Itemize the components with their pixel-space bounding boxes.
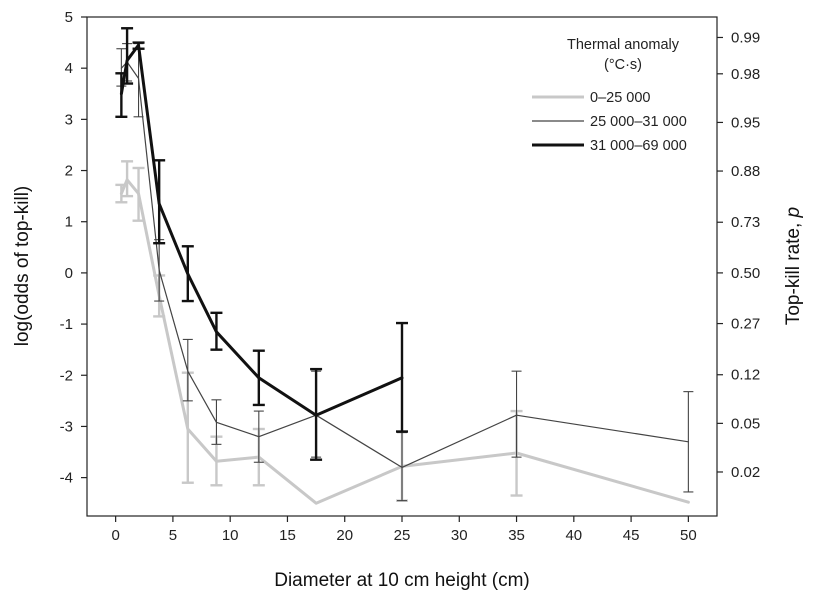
y-tick-label: 5 <box>65 9 73 26</box>
y2-tick-label: 0.05 <box>731 415 760 432</box>
error-bar <box>511 370 522 458</box>
legend: Thermal anomaly (°C·s) 0–25 000 25 000–31… <box>532 37 687 154</box>
x-tick-label: 0 <box>111 527 119 544</box>
y-tick-label: -3 <box>60 418 73 435</box>
series-layer <box>115 27 694 505</box>
x-tick-label: 5 <box>169 527 177 544</box>
y2-tick-label: 0.12 <box>731 367 760 384</box>
y-tick-label: 2 <box>65 163 73 180</box>
y-tick-label: 4 <box>65 60 73 77</box>
y2-tick-label: 0.98 <box>731 66 760 83</box>
y2-axis-title-prefix: Top-kill rate, <box>783 217 804 325</box>
legend-items: 0–25 000 25 000–31 000 31 000–69 000 <box>532 90 687 154</box>
y2-tick-label: 0.27 <box>731 316 760 333</box>
x-axis-ticks: 0 5 10 15 20 25 30 35 40 45 50 <box>111 516 697 544</box>
y2-axis-ticks: 0.99 0.98 0.95 0.88 0.73 0.50 0.27 0.12 0.05 0.02 <box>717 29 760 481</box>
y2-tick-label: 0.02 <box>731 464 760 481</box>
y-tick-label: 0 <box>65 265 73 282</box>
x-tick-label: 50 <box>680 527 697 544</box>
y-tick-label: -1 <box>60 316 73 333</box>
y-tick-label: -2 <box>60 367 73 384</box>
x-tick-label: 25 <box>394 527 411 544</box>
y2-tick-label: 0.88 <box>731 163 760 180</box>
y2-axis-title: Top-kill rate, p <box>783 207 804 325</box>
x-tick-label: 20 <box>336 527 353 544</box>
y2-tick-label: 0.50 <box>731 265 760 282</box>
x-tick-label: 15 <box>279 527 296 544</box>
legend-label: 31 000–69 000 <box>590 138 687 154</box>
legend-title-line1: Thermal anomaly <box>567 37 680 53</box>
legend-title-line2: (°C·s) <box>604 57 642 73</box>
x-tick-label: 35 <box>508 527 525 544</box>
x-tick-label: 30 <box>451 527 468 544</box>
legend-label: 25 000–31 000 <box>590 114 687 130</box>
series-line <box>119 178 690 505</box>
series-2 <box>115 27 408 461</box>
series-line <box>119 43 404 417</box>
y-tick-label: 3 <box>65 111 73 128</box>
y2-tick-label: 0.73 <box>731 214 760 231</box>
x-tick-label: 45 <box>623 527 640 544</box>
legend-item: 0–25 000 <box>532 90 650 106</box>
x-axis-title: Diameter at 10 cm height (cm) <box>274 570 530 591</box>
y-axis-title: log(odds of top-kill) <box>12 186 33 347</box>
series-line <box>120 61 690 468</box>
y2-tick-label: 0.99 <box>731 29 760 46</box>
y-tick-label: 1 <box>65 214 73 231</box>
x-tick-label: 10 <box>222 527 239 544</box>
legend-label: 0–25 000 <box>590 90 650 106</box>
y2-axis-title-variable: p <box>783 207 804 219</box>
y2-tick-label: 0.95 <box>731 114 760 131</box>
series-1 <box>116 43 694 502</box>
y-axis-ticks: -4 -3 -2 -1 0 1 2 3 4 5 <box>60 9 87 487</box>
legend-item: 31 000–69 000 <box>532 138 687 154</box>
legend-item: 25 000–31 000 <box>532 114 687 130</box>
y-tick-label: -4 <box>60 470 73 487</box>
x-tick-label: 40 <box>565 527 582 544</box>
